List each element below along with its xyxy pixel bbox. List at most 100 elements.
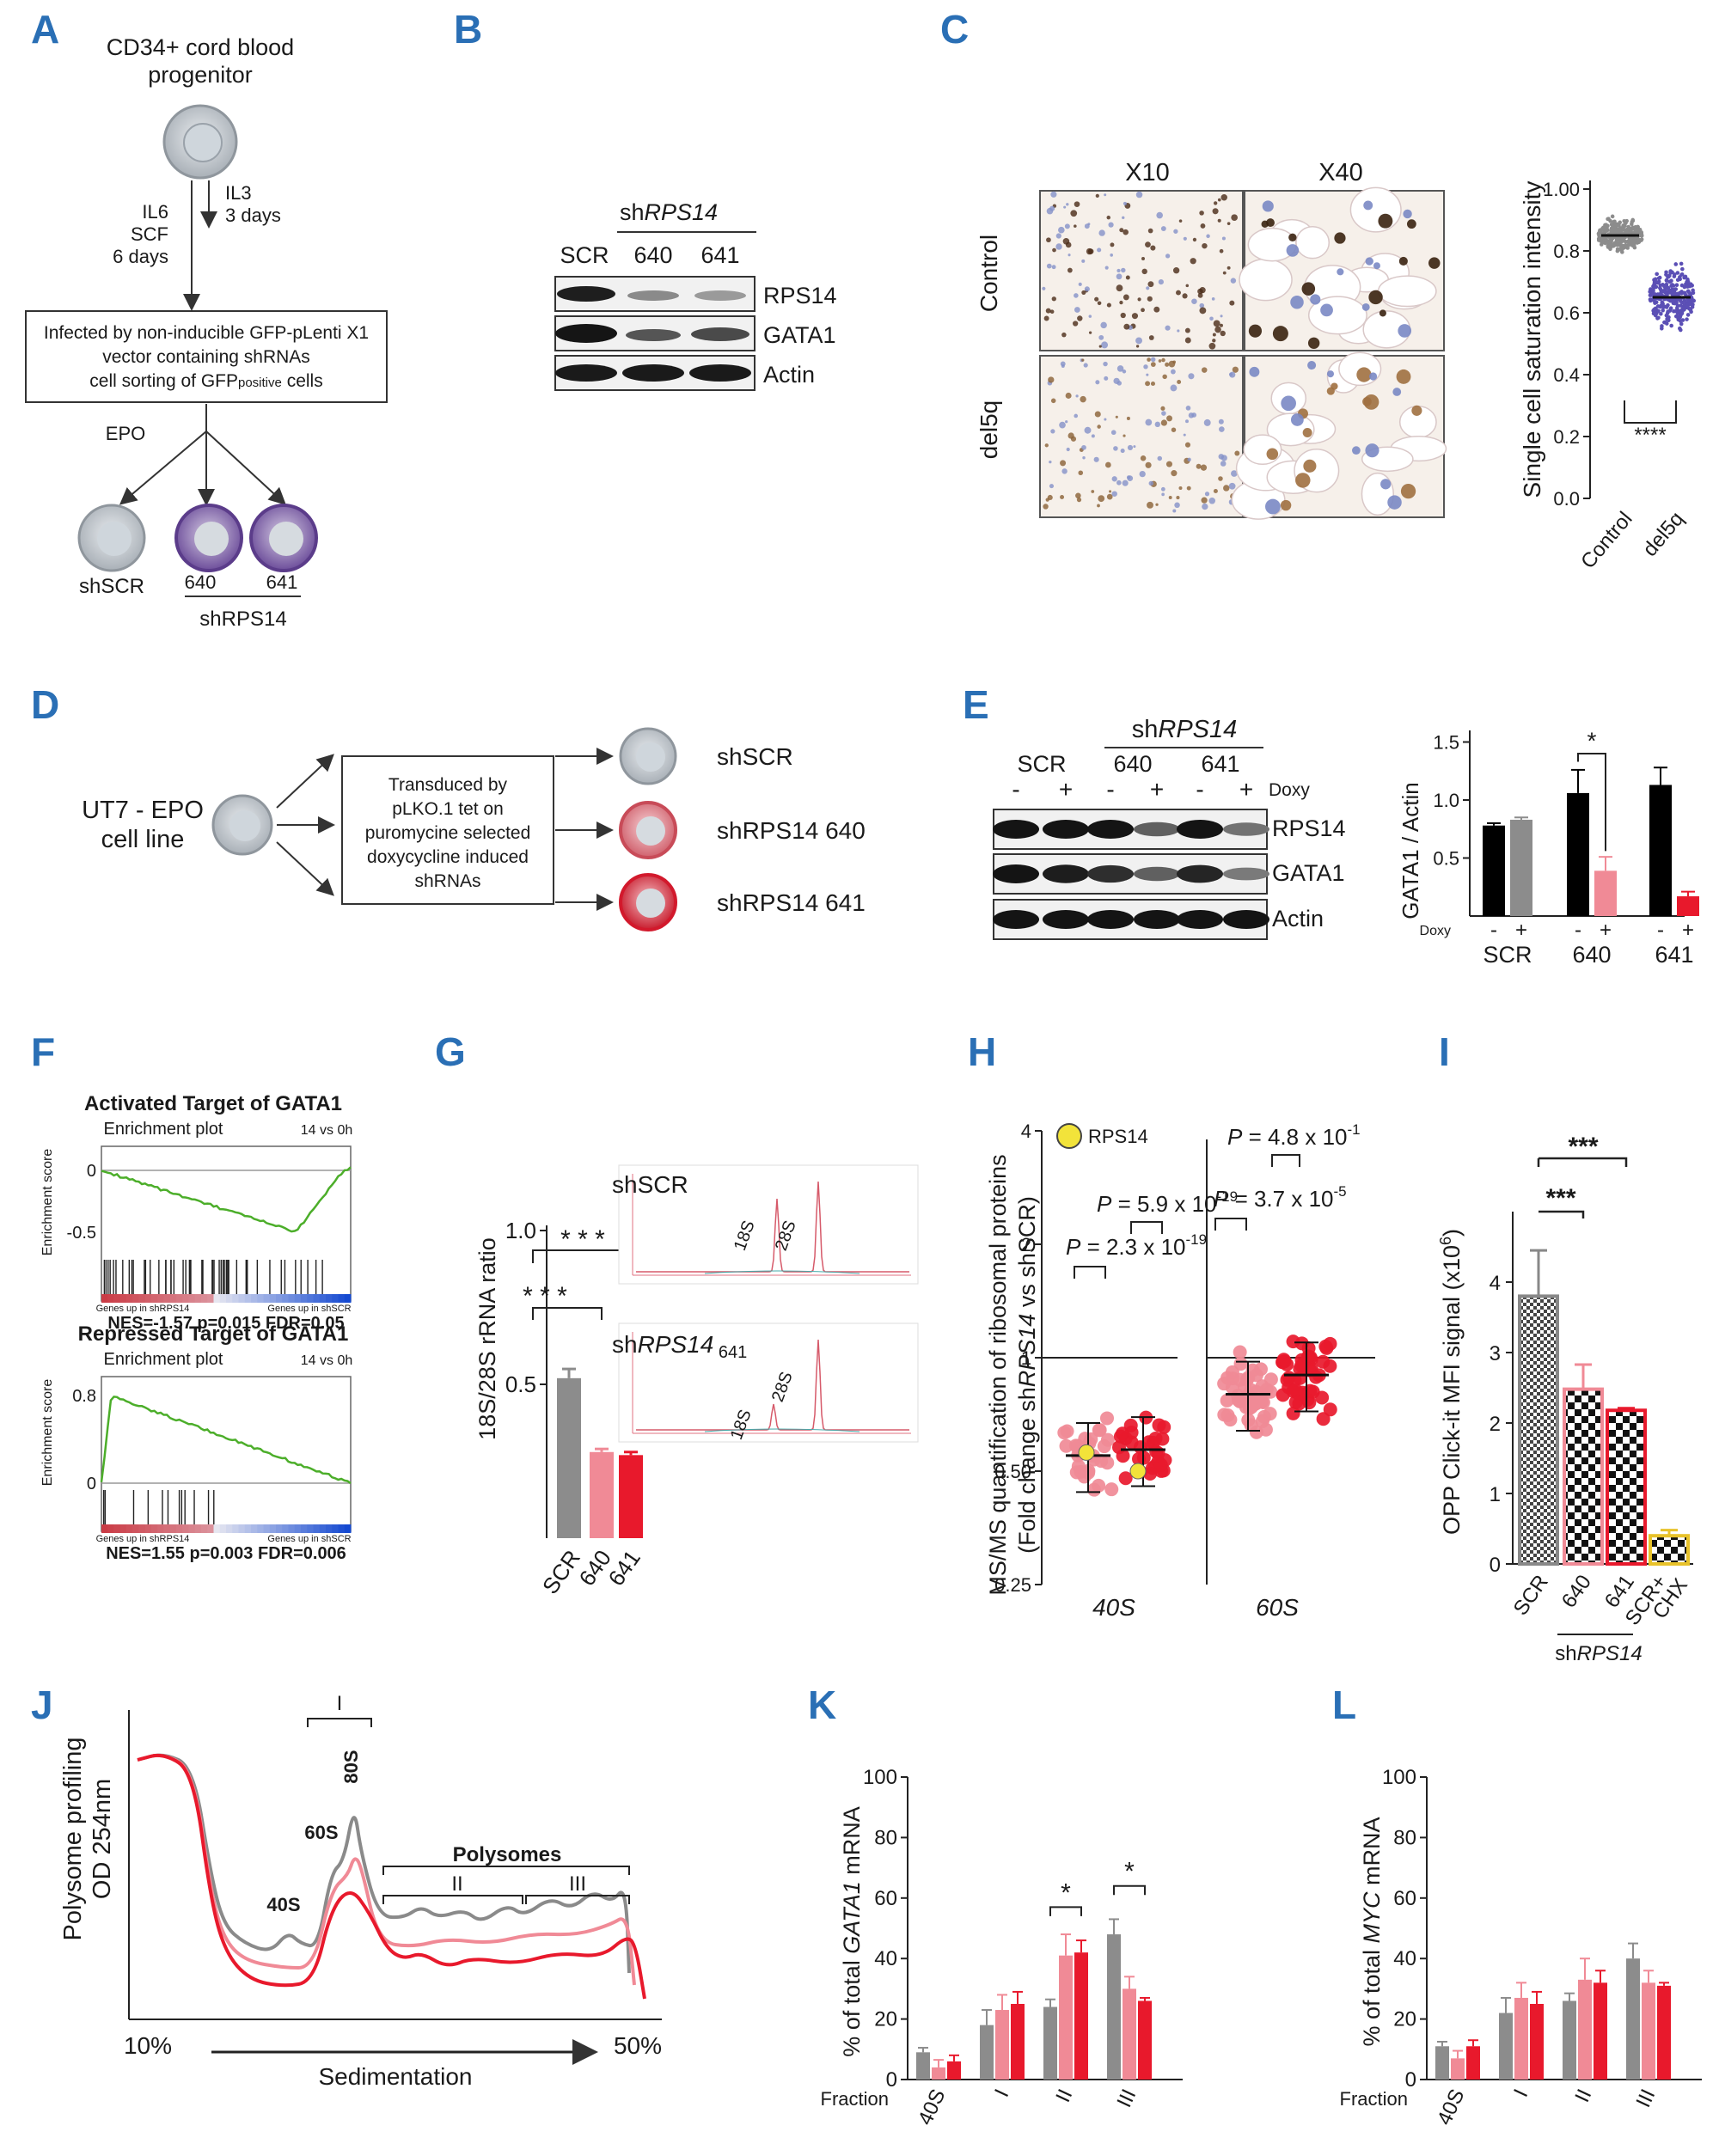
g-trace-shrps14-baseline <box>704 1428 860 1432</box>
stained-nucleus <box>1365 257 1373 266</box>
h-group-40s: 40S <box>1092 1594 1135 1621</box>
e-blot-actin <box>993 899 1269 940</box>
stained-cell <box>1111 476 1117 482</box>
stained-cell <box>1074 201 1080 207</box>
f-rank-strip <box>219 1294 227 1303</box>
c-data-point <box>1678 327 1683 333</box>
i-bar <box>1518 1294 1559 1567</box>
sh641-cell-icon <box>249 504 318 572</box>
g-trace1-label: shSCR <box>612 1171 688 1198</box>
stained-cell <box>1050 191 1057 198</box>
stained-cell <box>1139 470 1146 478</box>
stained-cell <box>1098 495 1105 503</box>
stained-cell <box>1066 447 1070 452</box>
stained-cell <box>1044 443 1049 448</box>
c-data-point <box>1610 214 1615 219</box>
c-data-point <box>1649 287 1653 291</box>
d-source-line1: UT7 - EPO <box>82 797 204 824</box>
f-rank-strip <box>201 1294 208 1303</box>
stained-cell <box>1219 248 1224 253</box>
b-blot-gata1 <box>554 315 756 351</box>
f-rank-strip <box>263 1294 271 1303</box>
stained-cell <box>1043 315 1049 321</box>
panel-j-polysome: Polysome profiling OD 254nm 40S 60S 80S I Po… <box>59 1692 662 2090</box>
e-band <box>1223 822 1269 836</box>
c-data-point <box>1690 283 1695 288</box>
c-data-point <box>1679 261 1684 266</box>
f-rank-strip <box>107 1524 114 1533</box>
stained-nucleus <box>1266 448 1279 461</box>
l-x-tick: II <box>1570 2086 1596 2106</box>
stained-cell <box>1104 193 1107 197</box>
c-y-tick-label: 0.6 <box>1553 302 1580 324</box>
f-subtitle: Enrichment plot <box>104 1350 223 1369</box>
h-ylabel-line2: (Fold change shRPS14 vs shSCR) <box>1014 1196 1040 1554</box>
a-cond-scf: SCF <box>131 223 168 245</box>
stained-cell <box>1199 287 1206 294</box>
c-data-point <box>1637 228 1643 232</box>
stained-cell <box>1078 282 1082 286</box>
c-x-tick-control: Control <box>1576 508 1636 574</box>
l-y-tick-label: 20 <box>1393 2008 1416 2031</box>
c-data-point <box>1678 275 1682 279</box>
stained-cell <box>1046 237 1051 243</box>
stained-cell <box>1168 496 1172 499</box>
stained-nucleus <box>1320 303 1333 317</box>
k-sig-star: * <box>1061 1878 1071 1907</box>
h-data-point <box>1092 1423 1107 1438</box>
panel-a-schematic: CD34+ cord blood progenitor IL6 SCF 6 da… <box>25 34 388 631</box>
stained-cell <box>1104 461 1111 468</box>
stained-cell <box>1106 302 1111 308</box>
c-data-point <box>1682 298 1687 303</box>
stained-cell <box>1116 479 1122 486</box>
c-data-point <box>1662 304 1667 309</box>
h-data-point <box>1233 1372 1247 1387</box>
h-data-point <box>1149 1444 1164 1459</box>
stained-cell <box>1110 430 1116 436</box>
stained-cell <box>1080 395 1086 403</box>
stained-cell <box>1154 421 1160 428</box>
stained-cell <box>1084 426 1092 434</box>
c-data-point <box>1666 309 1670 314</box>
stained-cell <box>1212 339 1216 343</box>
k-y-tick-label: 20 <box>874 2008 897 2031</box>
j-trace-shscr <box>137 1753 631 1974</box>
stained-cell <box>1140 455 1147 461</box>
stained-cell <box>1158 359 1162 363</box>
c-data-point <box>1600 230 1606 235</box>
stained-cell <box>1055 243 1062 250</box>
stained-cell <box>1217 198 1221 202</box>
stained-nucleus <box>1361 302 1370 311</box>
stained-cell <box>1082 456 1086 460</box>
h-pval-40s-641: P = 5.9 x 10-19 <box>1097 1188 1238 1217</box>
c-data-point <box>1680 266 1685 272</box>
stained-cell <box>1126 416 1130 420</box>
b-blot-rps14 <box>554 276 756 312</box>
stained-cell <box>1074 307 1080 313</box>
j-ylabel-line1: Polysome profiling <box>59 1738 87 1941</box>
d-box-line2: pLKO.1 tet on <box>392 799 504 819</box>
e-y-tick-label: 1.0 <box>1433 790 1459 811</box>
stained-cell <box>1150 245 1156 251</box>
f-rank-strip <box>332 1524 339 1533</box>
stained-cell <box>1199 307 1207 315</box>
stained-cell <box>1123 294 1129 301</box>
stained-cell <box>1227 266 1231 270</box>
f-enrichment-curve <box>101 1166 352 1233</box>
stained-cell <box>1067 253 1071 257</box>
f-rank-strip <box>269 1294 277 1303</box>
stained-cell <box>1103 361 1108 367</box>
stained-nucleus <box>1266 218 1275 228</box>
stained-cell <box>1122 216 1125 220</box>
k-y-tick-label: 100 <box>863 1766 897 1789</box>
g-bar <box>590 1451 614 1538</box>
panel-label-h: H <box>968 1029 996 1074</box>
l-bar <box>1563 2000 1576 2080</box>
h-40s-641-points <box>1112 1410 1172 1487</box>
k-x-tick: I <box>990 2086 1013 2100</box>
a-group-shrps14: shRPS14 <box>199 608 286 631</box>
stained-cell <box>1160 486 1165 492</box>
l-bar <box>1435 2046 1449 2080</box>
